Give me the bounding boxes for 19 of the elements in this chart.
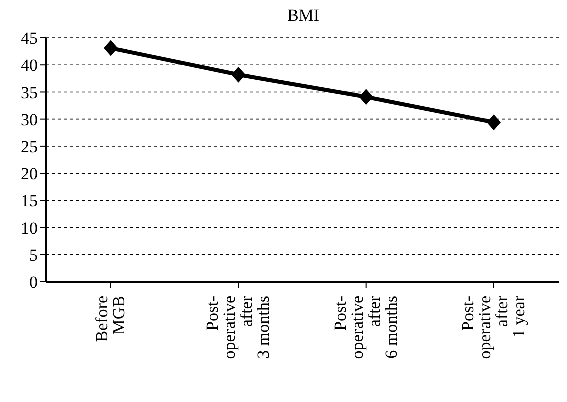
y-tick-label: 10 [21, 218, 38, 238]
x-tick-label: Before MGB [92, 296, 128, 342]
point [359, 89, 374, 106]
y-tick-label: 15 [21, 192, 38, 211]
y-tick-label: 25 [21, 137, 38, 156]
y-tick-label: 20 [21, 164, 38, 184]
x-tick-label: Post-operative after 1 year [458, 296, 528, 360]
point [232, 66, 246, 83]
x-tick-label: Post-operative after 6 months [330, 296, 401, 360]
y-tick-label: 35 [21, 83, 38, 102]
y-tick-label: 40 [21, 56, 38, 76]
x-tick-label: Post-operative after 3 months [203, 296, 274, 360]
chart-title: BMI [286, 6, 321, 27]
y-tick-label: 5 [30, 246, 38, 265]
y-tick-label: 30 [21, 110, 38, 130]
y-tick-label: 45 [21, 29, 38, 48]
point [104, 40, 118, 56]
point [487, 114, 501, 131]
y-tick-label: 0 [30, 273, 38, 292]
